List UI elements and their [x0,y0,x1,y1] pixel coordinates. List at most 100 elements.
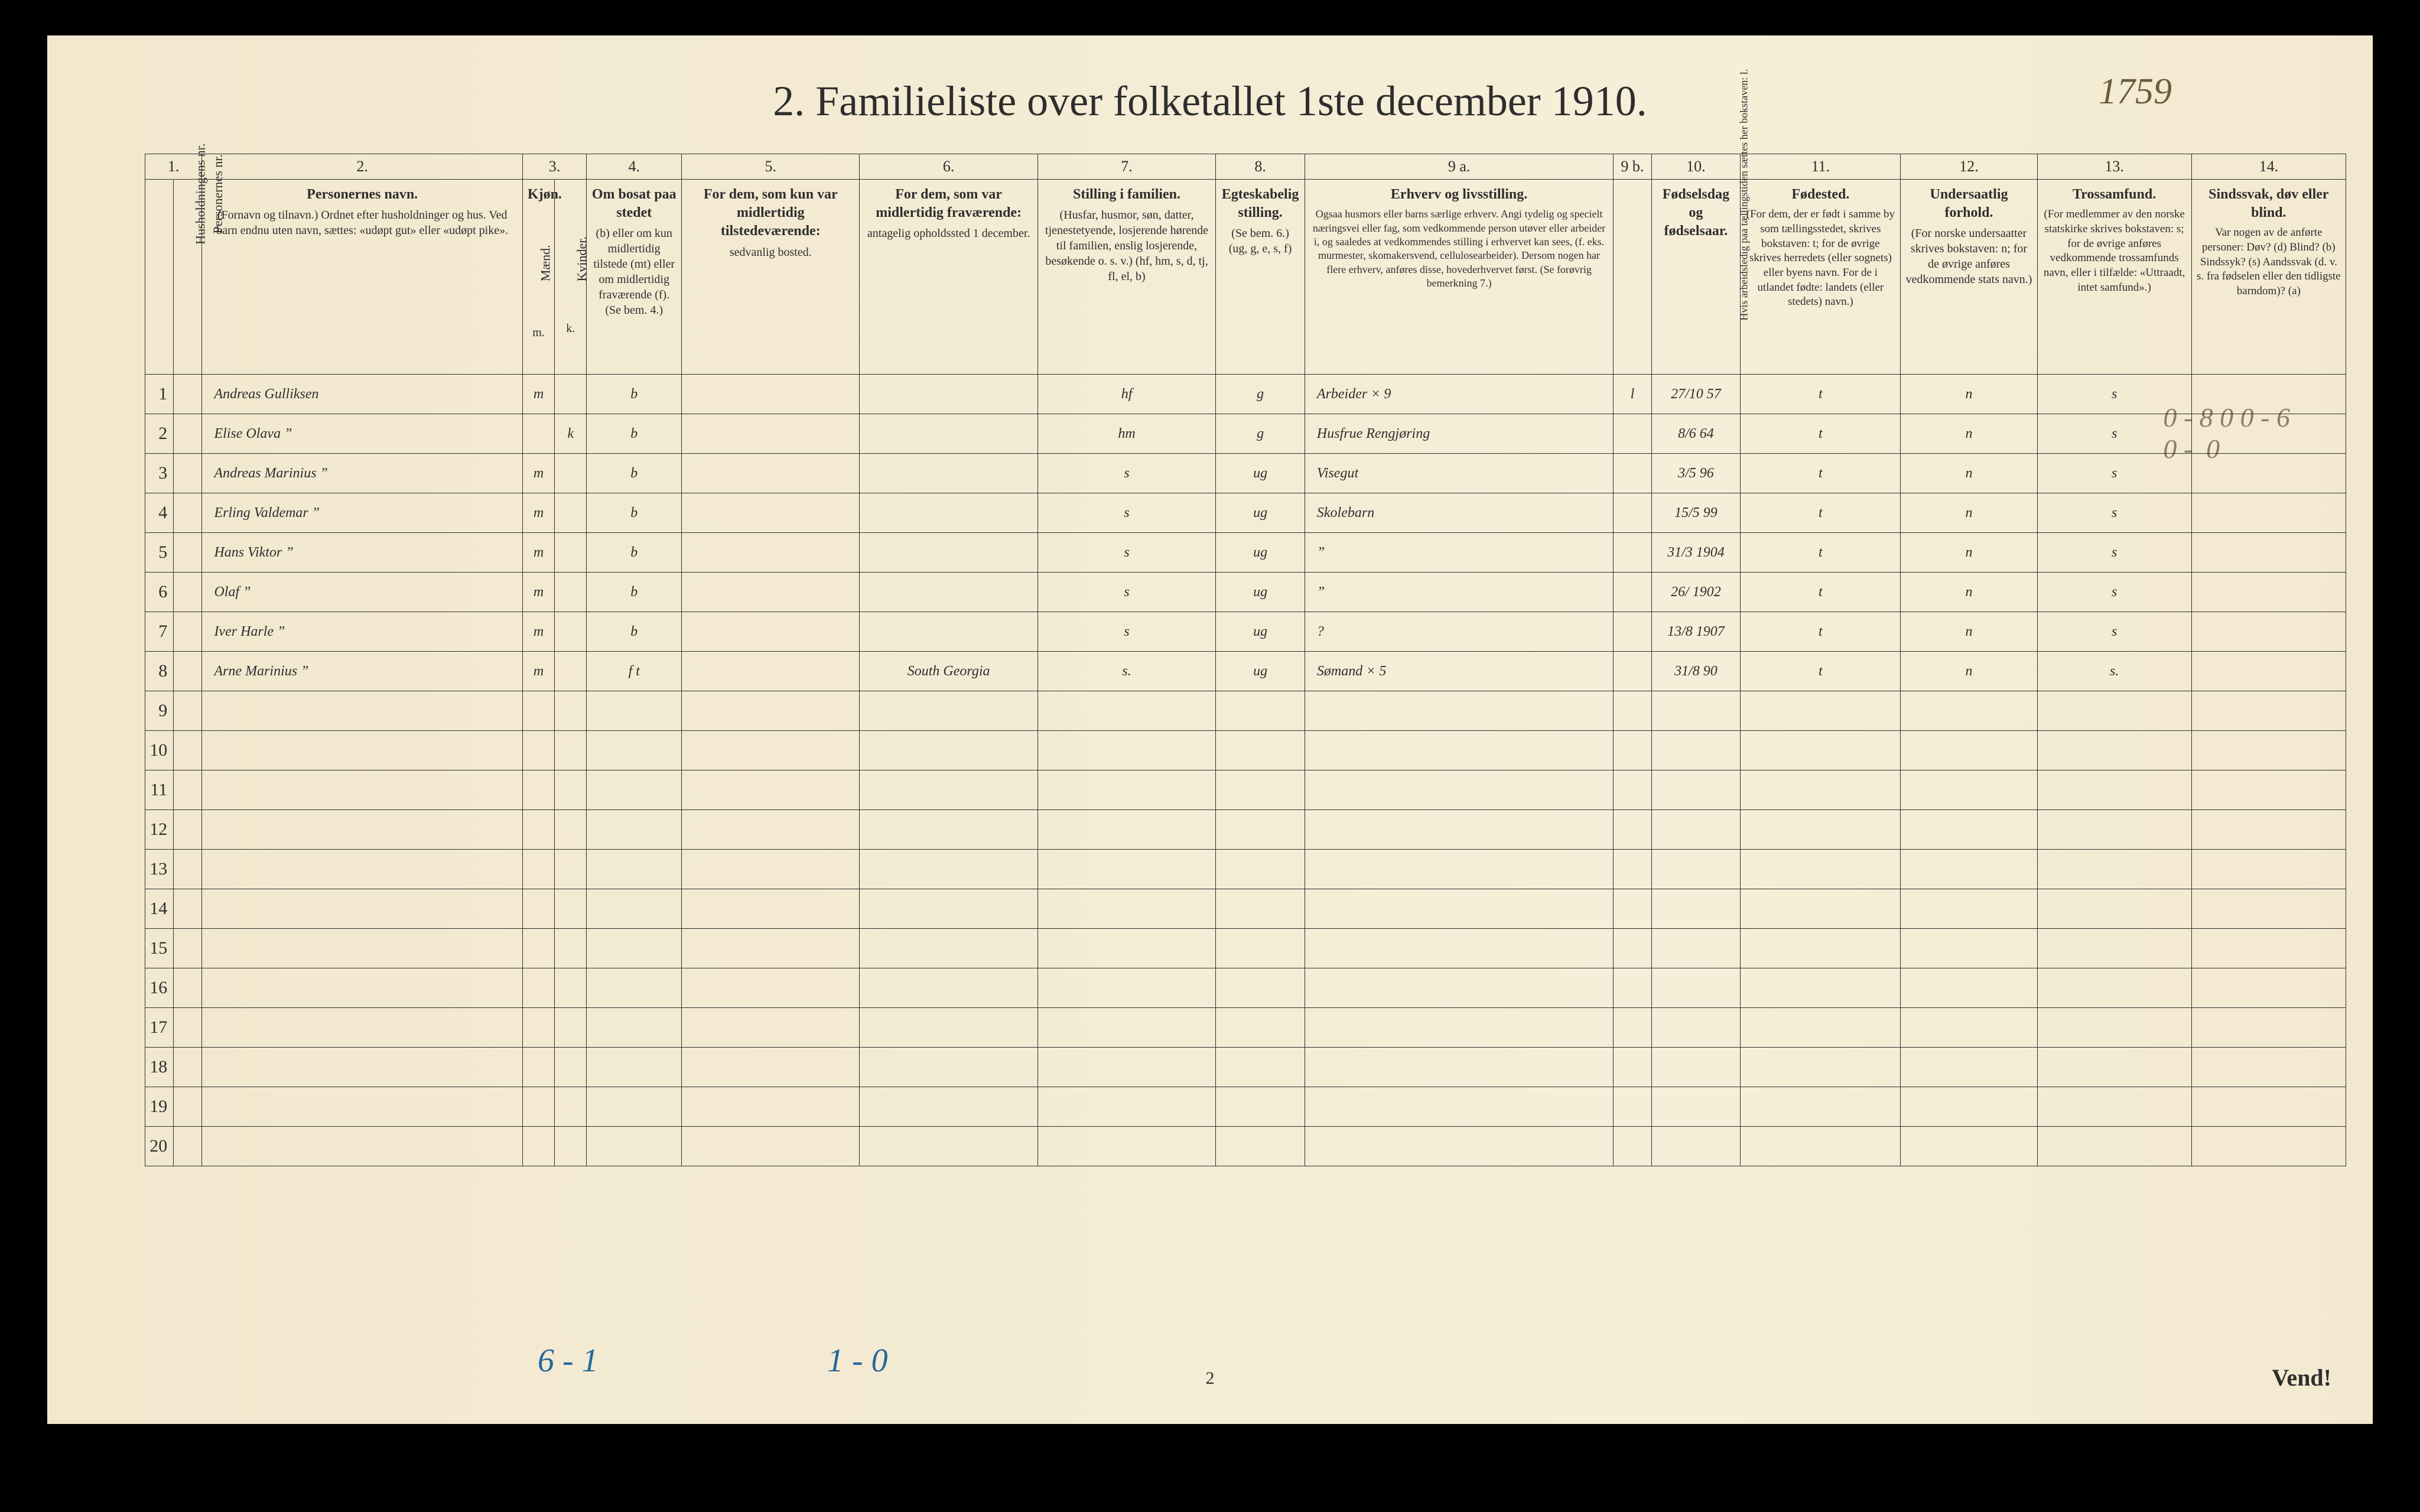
familie-cell: s [1037,493,1215,533]
ledig-cell [1614,533,1651,573]
fodsel-cell: 27/10 57 [1651,375,1741,414]
empty-cell [1901,1087,2037,1127]
empty-cell [1305,691,1613,731]
table-row: 17 [145,1008,2346,1048]
empty-cell [587,968,682,1008]
empty-cell [1741,1048,1901,1087]
empty-cell [174,929,202,968]
empty-cell [860,1008,1037,1048]
fodested-cell: t [1741,375,1901,414]
empty-cell [174,889,202,929]
egte-cell: ug [1216,612,1305,652]
fodsel-cell: 31/8 90 [1651,652,1741,691]
row-number: 8 [145,652,174,691]
empty-cell [1741,691,1901,731]
person-nr-cell [174,454,202,493]
ledig-cell [1614,573,1651,612]
empty-cell [1216,1127,1305,1166]
table-row: 7Iver Harle ”mbsug?13/8 1907tns [145,612,2346,652]
column-header-row: Husholdningens nr. Personernes nr. Perso… [145,180,2346,375]
empty-cell [1037,770,1215,810]
row-number: 20 [145,1127,174,1166]
empty-cell [1614,691,1651,731]
sex-k-cell [555,454,587,493]
empty-cell [1037,810,1215,850]
egte-cell: ug [1216,533,1305,573]
familie-cell: s [1037,612,1215,652]
empty-cell [174,968,202,1008]
empty-cell [555,770,587,810]
colnum-9b: 9 b. [1614,154,1651,180]
empty-cell [522,1127,554,1166]
bosted-cell [682,652,860,691]
empty-cell [1037,1127,1215,1166]
empty-cell [2037,1048,2191,1087]
empty-cell [522,929,554,968]
empty-cell [522,691,554,731]
empty-cell [1305,770,1613,810]
row-number: 15 [145,929,174,968]
empty-cell [555,1048,587,1087]
tros-cell: s [2037,573,2191,612]
colnum-9a: 9 a. [1305,154,1613,180]
empty-cell [587,691,682,731]
row-number: 7 [145,612,174,652]
sinds-cell [2191,573,2346,612]
colnum-12: 12. [1901,154,2037,180]
erhverv-cell: Sømand × 5 [1305,652,1613,691]
empty-cell [587,1127,682,1166]
empty-cell [1037,1008,1215,1048]
name-cell: Erling Valdemar ” [202,493,522,533]
sex-m-cell: m [522,652,554,691]
egte-cell: ug [1216,652,1305,691]
empty-cell [1216,810,1305,850]
empty-cell [555,1087,587,1127]
opphold-cell [860,454,1037,493]
empty-cell [2191,968,2346,1008]
sex-m-cell: m [522,612,554,652]
empty-cell [1651,1008,1741,1048]
empty-cell [2037,1008,2191,1048]
empty-cell [522,850,554,889]
person-nr-cell [174,493,202,533]
empty-cell [2037,1127,2191,1166]
empty-cell [1741,850,1901,889]
empty-cell [2191,929,2346,968]
row-number: 16 [145,968,174,1008]
empty-cell [2191,1087,2346,1127]
name-cell: Hans Viktor ” [202,533,522,573]
undersaat-cell: n [1901,414,2037,454]
empty-cell [1305,1048,1613,1087]
empty-cell [1741,810,1901,850]
empty-cell [1216,968,1305,1008]
empty-cell [1305,731,1613,770]
empty-cell [555,850,587,889]
bosat-cell: b [587,375,682,414]
table-row: 16 [145,968,2346,1008]
bosted-cell [682,375,860,414]
hdr-undersaat: Undersaatlig forhold. (For norske unders… [1901,180,2037,375]
bosat-cell: b [587,454,682,493]
empty-cell [202,731,522,770]
colnum-2: 2. [202,154,522,180]
sinds-cell [2191,533,2346,573]
sinds-cell [2191,414,2346,454]
sex-k-cell [555,573,587,612]
empty-cell [1651,850,1741,889]
page-number: 2 [1206,1368,1215,1389]
name-cell: Olaf ” [202,573,522,612]
undersaat-cell: n [1901,493,2037,533]
empty-cell [1901,1127,2037,1166]
empty-cell [1614,1048,1651,1087]
sinds-cell [2191,375,2346,414]
empty-cell [1305,889,1613,929]
empty-cell [555,1127,587,1166]
familie-cell: s [1037,573,1215,612]
name-cell: Andreas Gulliksen [202,375,522,414]
empty-cell [1614,1087,1651,1127]
table-row: 18 [145,1048,2346,1087]
empty-cell [587,889,682,929]
row-number: 11 [145,770,174,810]
empty-cell [2191,810,2346,850]
ledig-cell [1614,652,1651,691]
